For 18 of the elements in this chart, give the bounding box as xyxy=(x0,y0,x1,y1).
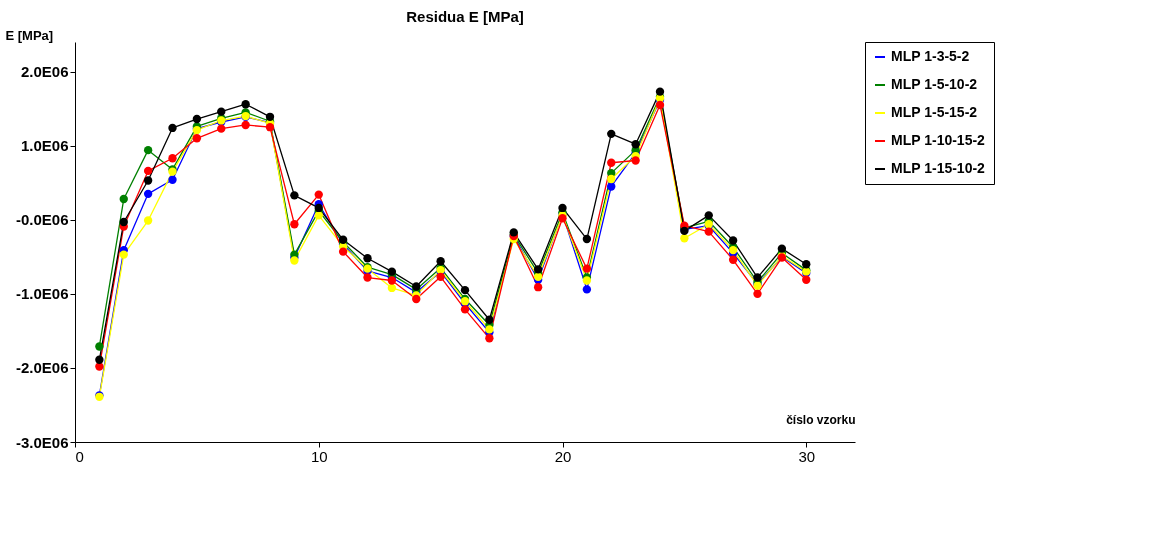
x-tick-label: 20 xyxy=(554,447,572,465)
legend-label: MLP 1-3-5-2 xyxy=(891,48,970,64)
y-tick-label: -0.0E06 xyxy=(15,211,69,229)
y-axis-title: E [MPa] xyxy=(5,27,54,43)
legend-label: MLP 1-15-10-2 xyxy=(891,160,986,176)
y-tick-label: -1.0E06 xyxy=(15,285,69,303)
x-tick-label: 0 xyxy=(75,447,84,465)
legend-label: MLP 1-5-15-2 xyxy=(891,104,978,120)
y-tick-label: -3.0E06 xyxy=(15,433,69,451)
x-tick-label: 10 xyxy=(310,447,328,465)
chart-title: Residua E [MPa] xyxy=(406,8,524,25)
y-tick-label: 1.0E06 xyxy=(20,137,69,155)
legend-label: MLP 1-5-10-2 xyxy=(891,76,978,92)
x-tick-label: 30 xyxy=(798,447,816,465)
y-tick-label: 2.0E06 xyxy=(20,63,69,81)
x-axis-title: číslo vzorku xyxy=(786,412,856,427)
legend-label: MLP 1-10-15-2 xyxy=(891,132,986,148)
y-tick-label: -2.0E06 xyxy=(15,359,69,377)
